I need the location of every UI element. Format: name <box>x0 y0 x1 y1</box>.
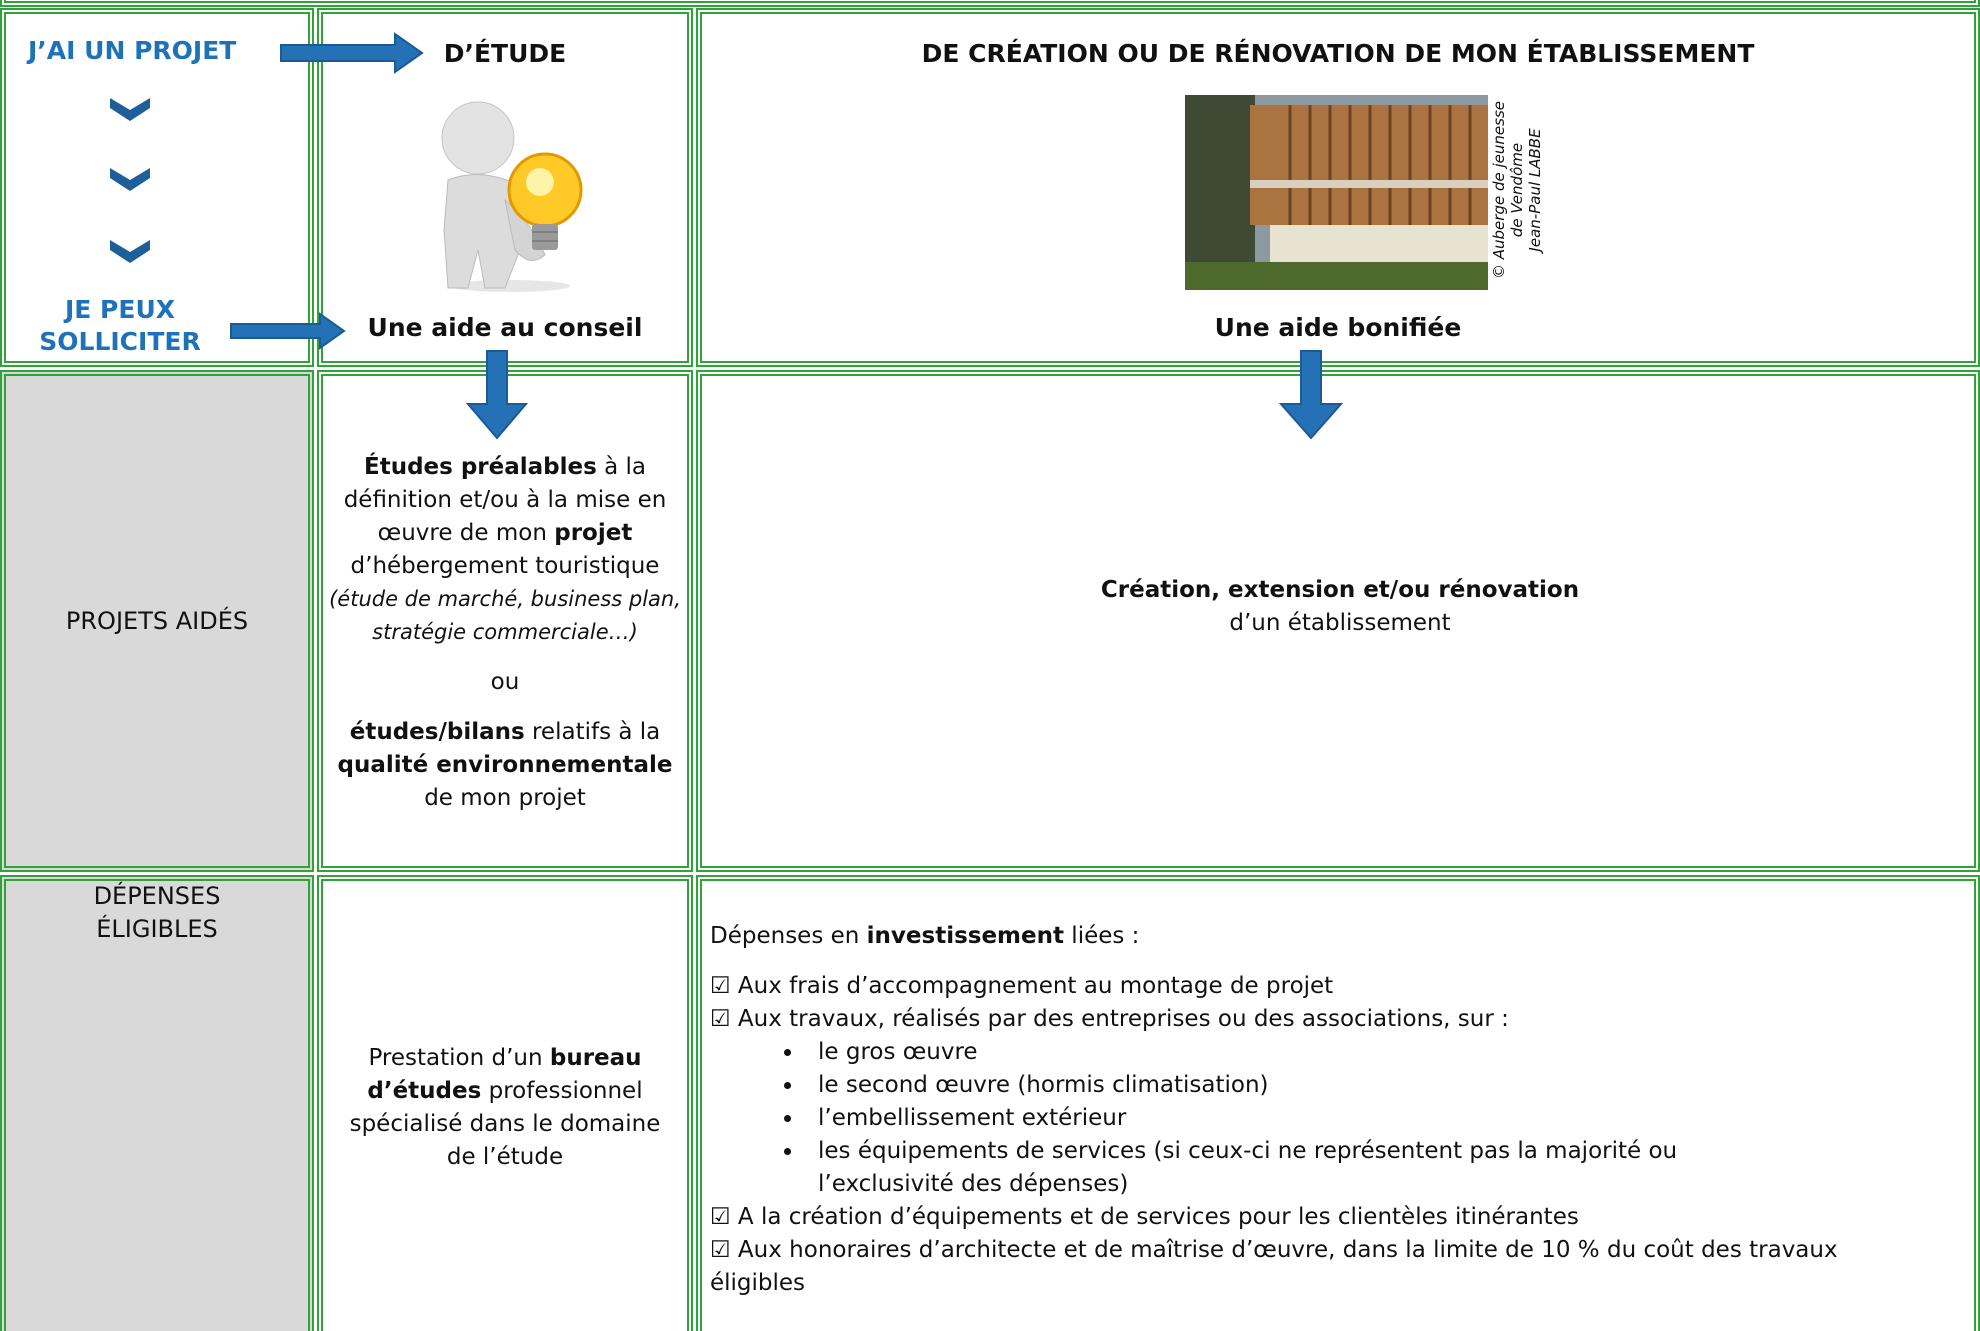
chevron <box>110 168 150 191</box>
column-caption: Une aide bonifiée <box>1214 313 1462 342</box>
cell <box>0 8 314 367</box>
text-run: d’un établissement <box>1229 610 1451 636</box>
text-run: bureau d’études <box>367 1045 642 1104</box>
text-run: ou <box>490 669 520 695</box>
paragraph: études/bilans relatifs à la qualité envi… <box>326 716 684 815</box>
cell <box>696 370 1980 872</box>
checklist-item: ☑ Aux travaux, réalisés par des entrepri… <box>710 1006 1509 1032</box>
checklist-item: ☑ A la création d’équipements et de serv… <box>710 1204 1579 1230</box>
paragraph: Dépenses en investissement liées : <box>710 920 1925 953</box>
credit-line: Jean-Paul LABBE <box>1526 128 1544 252</box>
text-run: qualité environnementale <box>337 752 673 778</box>
credit-line: © Auberge de jeunesse <box>1490 101 1508 279</box>
chevron <box>110 240 150 263</box>
column-heading: D’ÉTUDE <box>443 39 567 68</box>
arrow-right <box>280 32 424 74</box>
cell-text: Dépenses en investissement liées : ☑ Aux … <box>710 920 1925 1300</box>
flow-label: JE PEUX SOLLICITER <box>39 295 201 356</box>
cell <box>696 875 1980 1331</box>
paragraph: ou <box>326 666 684 699</box>
paragraph: Création, extension et/ou rénovation d’u… <box>1040 574 1640 640</box>
text-run: liées : <box>1064 923 1140 949</box>
cell <box>317 875 693 1331</box>
text-run: d’hébergement touristique <box>350 553 660 579</box>
row-label: DÉPENSES ÉLIGIBLES <box>93 882 221 943</box>
text-run: relatifs à la <box>524 719 661 745</box>
arrow-right <box>230 312 346 350</box>
checklist-item: ☑ Aux honoraires d’architecte et de maît… <box>710 1237 1838 1296</box>
table-border <box>0 0 1980 7</box>
chevron <box>110 98 150 121</box>
idea-illustration <box>441 101 583 292</box>
chevrons <box>110 98 150 263</box>
arrows <box>230 32 1344 440</box>
cell-text: Prestation d’un bureau d’études professi… <box>340 1042 670 1174</box>
text-run: Prestation d’un <box>368 1045 550 1071</box>
bullet-item: les équipements de services (si ceux-ci … <box>804 1135 1814 1201</box>
cell-text: Création, extension et/ou rénovation d’u… <box>1040 574 1640 640</box>
checklist-item: ☑ Aux frais d’accompagnement au montage … <box>710 973 1334 999</box>
arrow-down <box>465 350 529 440</box>
bullet-item: l’embellissement extérieur <box>804 1102 1814 1135</box>
text-run: projet <box>554 520 633 546</box>
text-run: de mon projet <box>424 785 586 811</box>
column-heading: DE CRÉATION OU DE RÉNOVATION DE MON ÉTAB… <box>921 39 1755 68</box>
text-run: Études préalables <box>363 454 597 480</box>
paragraph: Prestation d’un bureau d’études professi… <box>340 1042 670 1174</box>
text-run: Dépenses en <box>710 923 867 949</box>
hostel-photo <box>1185 95 1488 290</box>
bullet-item: le second œuvre (hormis climatisation) <box>804 1069 1814 1102</box>
bullet-list: le gros œuvrele second œuvre (hormis cli… <box>710 1036 1814 1201</box>
flow-label: J’AI UN PROJET <box>28 36 237 65</box>
row-label: PROJETS AIDÉS <box>65 607 249 635</box>
text-run: études/bilans <box>349 719 525 745</box>
text-run: Création, extension et/ou rénovation <box>1100 577 1580 603</box>
text-run: professionnel spécialisé dans le domaine… <box>349 1078 661 1170</box>
text-run: investissement <box>866 923 1064 949</box>
photo-credit: © Auberge de jeunesse de Vendôme Jean-Paul… <box>1490 90 1544 290</box>
column-caption: Une aide au conseil <box>367 313 643 342</box>
text-run: (étude de marché, business plan, stratég… <box>329 587 681 644</box>
paragraph: Études préalables à la définition et/ou … <box>326 451 684 649</box>
cell-text: Études préalables à la définition et/ou … <box>326 451 684 815</box>
text-run: à la définition et/ou à la mise en œuvre… <box>343 454 667 546</box>
credit-line: de Vendôme <box>1508 142 1526 238</box>
bullet-item: le gros œuvre <box>804 1036 1814 1069</box>
cell <box>696 8 1980 367</box>
cell <box>0 875 314 1331</box>
arrow-down <box>1278 350 1344 440</box>
cell <box>0 370 314 872</box>
